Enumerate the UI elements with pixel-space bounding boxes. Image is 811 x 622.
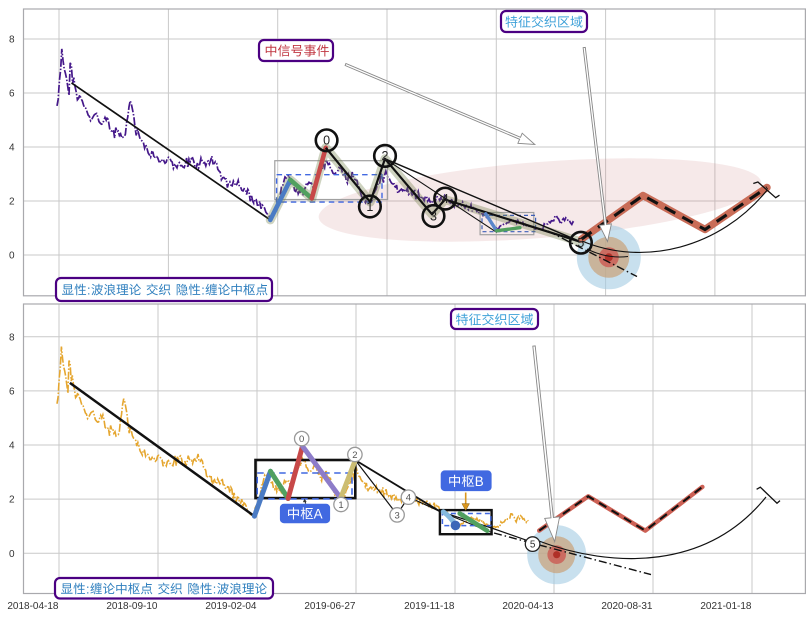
svg-text:2020-04-13: 2020-04-13 bbox=[502, 601, 554, 612]
svg-text:2018-04-18: 2018-04-18 bbox=[7, 601, 59, 612]
svg-text:0: 0 bbox=[299, 434, 304, 445]
svg-text:5: 5 bbox=[577, 236, 584, 250]
svg-text:2: 2 bbox=[352, 450, 357, 461]
svg-text:2019-11-18: 2019-11-18 bbox=[404, 601, 455, 612]
svg-text:5: 5 bbox=[530, 540, 536, 551]
svg-text:2: 2 bbox=[9, 495, 15, 506]
svg-text:2: 2 bbox=[9, 197, 15, 208]
svg-text:A: A bbox=[314, 507, 323, 522]
svg-text:0: 0 bbox=[9, 251, 15, 262]
svg-text:6: 6 bbox=[9, 387, 15, 398]
svg-text:2019-02-04: 2019-02-04 bbox=[205, 601, 257, 612]
svg-text:6: 6 bbox=[9, 89, 15, 100]
svg-text:4: 4 bbox=[442, 192, 449, 206]
svg-text:0: 0 bbox=[9, 549, 15, 560]
svg-text::: : bbox=[87, 283, 91, 297]
svg-text:4: 4 bbox=[9, 143, 15, 154]
svg-text::: : bbox=[201, 283, 205, 297]
svg-text:B: B bbox=[475, 474, 484, 489]
svg-text:8: 8 bbox=[9, 35, 15, 46]
svg-text:0: 0 bbox=[323, 134, 330, 148]
svg-text:2019-06-27: 2019-06-27 bbox=[304, 601, 356, 612]
svg-text:4: 4 bbox=[9, 441, 15, 452]
svg-text:1: 1 bbox=[338, 500, 343, 511]
svg-text:2021-01-18: 2021-01-18 bbox=[700, 601, 752, 612]
svg-text:1: 1 bbox=[366, 200, 373, 214]
svg-text:3: 3 bbox=[430, 209, 437, 223]
svg-text:2018-09-10: 2018-09-10 bbox=[106, 601, 158, 612]
svg-text::: : bbox=[86, 582, 90, 596]
svg-text:8: 8 bbox=[9, 332, 15, 343]
svg-text:2020-08-31: 2020-08-31 bbox=[601, 601, 653, 612]
svg-text:3: 3 bbox=[394, 510, 399, 521]
svg-text:2: 2 bbox=[382, 149, 389, 163]
svg-text::: : bbox=[213, 582, 217, 596]
svg-text:4: 4 bbox=[406, 493, 411, 504]
